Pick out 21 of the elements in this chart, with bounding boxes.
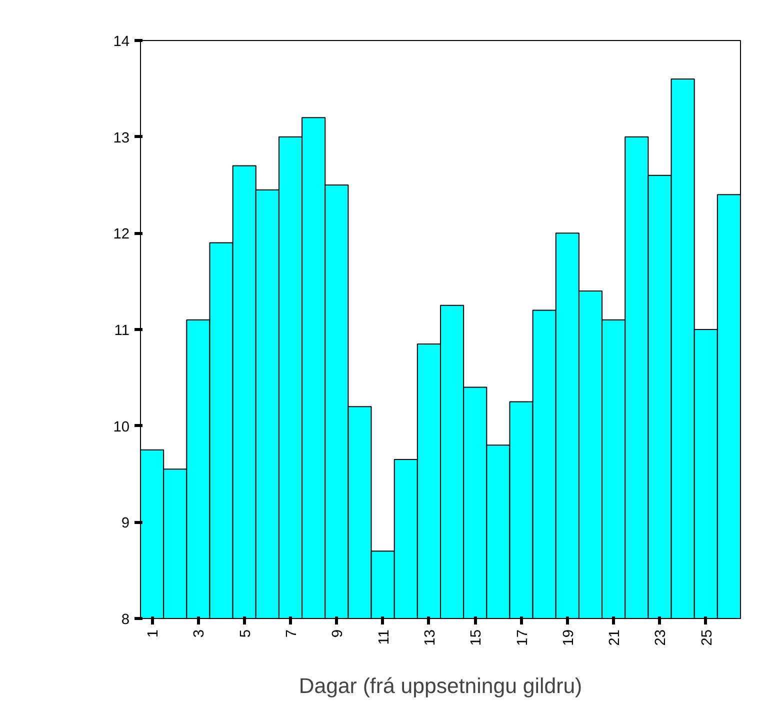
y-tick-label: 11 — [114, 323, 130, 339]
y-tick-label: 10 — [113, 419, 130, 436]
x-tick-label: 21 — [607, 629, 624, 646]
x-tick-label: 17 — [514, 629, 531, 646]
y-tick-label: 9 — [121, 516, 130, 532]
x-tick-label: 3 — [192, 629, 208, 638]
y-tick-label: 14 — [113, 34, 130, 50]
y-tick-label: 12 — [113, 226, 130, 243]
x-tick-label: 19 — [560, 629, 577, 646]
x-tick-label: 5 — [238, 629, 254, 638]
x-tick-label: 13 — [422, 629, 438, 646]
y-tick-label: 13 — [113, 130, 130, 146]
x-tick-label: 15 — [468, 629, 485, 646]
x-tick-label: 1 — [146, 629, 162, 638]
x-tick-label: 23 — [653, 629, 670, 646]
y-tick-label: 8 — [121, 612, 130, 628]
x-tick-label: 9 — [330, 629, 346, 638]
x-tick-label: 11 — [376, 629, 392, 645]
x-axis-title: Dagar (frá uppsetningu gildru) — [298, 674, 582, 698]
x-tick-label: 25 — [699, 629, 716, 646]
x-tick-label: 7 — [284, 629, 300, 638]
